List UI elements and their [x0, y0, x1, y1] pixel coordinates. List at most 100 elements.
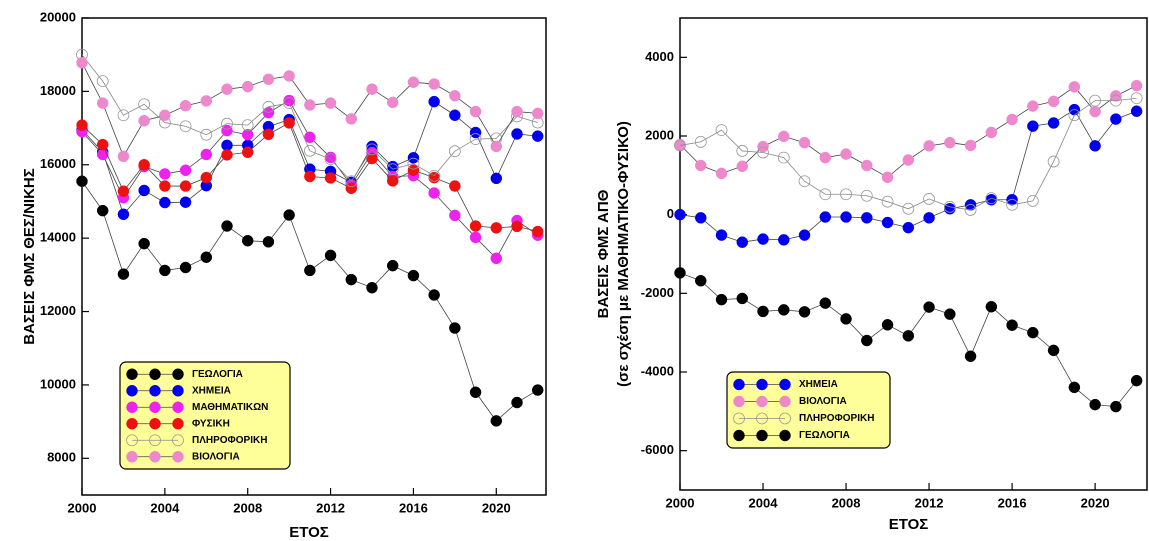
- data-point: [490, 172, 503, 185]
- legend-marker: [756, 429, 768, 442]
- data-point: [943, 200, 956, 213]
- data-point: [138, 159, 150, 171]
- legend-marker: [733, 429, 745, 442]
- data-point: [861, 212, 873, 224]
- x-tick-label: 2004: [150, 500, 180, 515]
- data-point: [469, 220, 482, 232]
- data-point: [757, 233, 769, 245]
- data-point: [944, 136, 956, 149]
- data-point: [241, 119, 254, 132]
- data-point: [386, 175, 399, 187]
- series-line: [81, 54, 538, 182]
- data-point: [1109, 94, 1122, 107]
- data-point: [985, 126, 998, 139]
- data-point: [1006, 319, 1018, 331]
- legend-marker: [172, 451, 184, 463]
- data-point: [736, 160, 749, 173]
- data-point: [407, 157, 420, 170]
- data-point: [386, 163, 399, 176]
- x-axis-label: ΕΤΟΣ: [289, 524, 329, 541]
- data-point: [428, 289, 440, 301]
- legend-label: ΠΛΗΡΟΦΟΡΙΚΗ: [799, 413, 874, 424]
- data-point: [861, 159, 873, 172]
- data-point: [798, 136, 811, 149]
- data-point: [283, 97, 296, 110]
- y-tick-label: 20000: [40, 9, 76, 24]
- legend-marker: [172, 418, 184, 430]
- data-point: [511, 105, 523, 118]
- legend-marker: [756, 412, 768, 425]
- data-point: [138, 98, 151, 111]
- data-point: [757, 140, 769, 153]
- data-point: [881, 171, 894, 184]
- y-tick-label: 4000: [645, 49, 674, 64]
- data-point: [117, 208, 130, 221]
- data-point: [345, 273, 358, 286]
- data-point: [469, 231, 482, 244]
- data-point: [469, 105, 482, 118]
- data-point: [736, 292, 749, 305]
- data-point: [200, 95, 213, 107]
- x-tick-label: 2016: [399, 500, 428, 515]
- data-point: [304, 264, 316, 277]
- data-point: [159, 196, 171, 209]
- data-point: [798, 175, 811, 188]
- data-point: [902, 330, 915, 342]
- legend-label: ΒΙΟΛΟΓΙΑ: [192, 451, 240, 462]
- legend-marker: [126, 418, 138, 430]
- legend-marker: [126, 434, 138, 447]
- legend-marker: [172, 434, 184, 447]
- data-point: [449, 90, 461, 102]
- data-point: [819, 297, 832, 309]
- data-point: [1047, 117, 1060, 129]
- data-point: [1130, 92, 1143, 105]
- data-point: [1130, 79, 1143, 92]
- data-point: [159, 168, 171, 180]
- legend-marker: [779, 412, 791, 425]
- data-point: [469, 133, 482, 145]
- data-point: [985, 300, 998, 313]
- data-point: [366, 281, 378, 294]
- x-tick-label: 2020: [1081, 495, 1110, 510]
- data-point: [200, 128, 213, 141]
- legend-marker: [172, 401, 184, 413]
- data-point: [840, 188, 852, 201]
- data-point: [283, 94, 295, 107]
- y-tick-label: 2000: [645, 127, 674, 142]
- y-tick-label: -6000: [641, 442, 674, 457]
- y-tick-label: 18000: [40, 83, 76, 98]
- y-axis-label: (σε σχέση με ΜΑΘΗΜΑΤΙΚΟ-ΦΥΣΙΚΟ): [615, 121, 632, 387]
- legend-marker: [126, 385, 138, 397]
- data-point: [283, 117, 295, 129]
- data-point: [715, 124, 728, 137]
- data-point: [407, 76, 420, 88]
- data-point: [490, 222, 503, 234]
- data-point: [902, 202, 915, 215]
- data-point: [262, 73, 275, 86]
- data-point: [138, 184, 150, 197]
- legend-marker: [126, 401, 138, 413]
- data-point: [200, 171, 213, 184]
- data-point: [324, 249, 337, 262]
- data-point: [324, 97, 337, 109]
- data-point: [511, 128, 523, 140]
- data-point: [96, 75, 109, 88]
- y-tick-label: 0: [667, 206, 674, 221]
- y-tick-label: 12000: [40, 303, 76, 318]
- y-tick-label: 10000: [40, 376, 76, 391]
- legend-label: ΓΕΩΛΟΓΙΑ: [799, 430, 850, 441]
- data-point: [715, 229, 728, 241]
- data-point: [798, 306, 811, 318]
- legend-marker: [149, 401, 161, 413]
- data-point: [985, 192, 998, 205]
- data-point: [694, 135, 707, 148]
- data-point: [1089, 94, 1102, 107]
- data-point: [469, 126, 482, 139]
- data-point: [798, 229, 811, 241]
- data-point: [96, 138, 109, 151]
- data-point: [179, 99, 192, 112]
- data-point: [76, 175, 88, 188]
- x-tick-label: 2012: [915, 495, 944, 510]
